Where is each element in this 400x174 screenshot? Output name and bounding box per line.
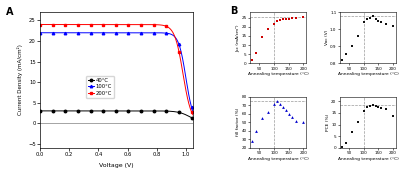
Point	[282, 18, 289, 21]
40°C	[192, 118, 196, 120]
Point	[378, 107, 384, 110]
40°C	[167, 110, 172, 112]
200°C	[132, 23, 136, 26]
Point	[253, 129, 260, 132]
200°C	[112, 23, 117, 26]
X-axis label: Annealing temperature (°C): Annealing temperature (°C)	[338, 72, 398, 76]
Point	[288, 17, 295, 19]
Legend: 40°C, 100°C, 200°C: 40°C, 100°C, 200°C	[86, 76, 114, 98]
100°C	[132, 32, 136, 34]
X-axis label: Annealing temperature (°C): Annealing temperature (°C)	[338, 157, 398, 161]
Point	[300, 121, 306, 124]
Point	[277, 18, 283, 21]
Point	[282, 109, 289, 112]
Point	[343, 142, 350, 145]
Point	[375, 106, 382, 109]
100°C	[123, 32, 128, 34]
100°C	[167, 33, 172, 35]
Point	[274, 100, 280, 102]
Point	[372, 105, 379, 107]
Point	[372, 18, 379, 20]
Point	[355, 35, 361, 37]
Point	[364, 18, 370, 20]
100°C	[38, 32, 42, 34]
X-axis label: Annealing temperature (°C): Annealing temperature (°C)	[248, 157, 308, 161]
200°C	[195, 119, 200, 121]
Point	[378, 21, 384, 24]
Y-axis label: Voc (V): Voc (V)	[324, 30, 328, 45]
Point	[349, 45, 355, 48]
Point	[293, 119, 299, 122]
Line: 100°C: 100°C	[39, 31, 199, 121]
Line: 200°C: 200°C	[39, 23, 199, 122]
40°C	[112, 110, 117, 112]
Point	[293, 17, 299, 19]
100°C	[195, 119, 200, 121]
Point	[280, 106, 286, 108]
100°C	[192, 113, 196, 115]
Y-axis label: Current Density (mA/cm²): Current Density (mA/cm²)	[16, 45, 22, 116]
Point	[349, 130, 355, 133]
Point	[382, 23, 389, 26]
X-axis label: Voltage (V): Voltage (V)	[99, 163, 134, 168]
Point	[366, 104, 373, 107]
Point	[370, 15, 376, 18]
Point	[390, 115, 396, 118]
200°C	[167, 27, 172, 29]
Text: B: B	[230, 6, 238, 16]
Point	[382, 108, 389, 111]
Point	[265, 111, 271, 113]
200°C	[38, 23, 42, 26]
Point	[265, 27, 271, 30]
Point	[390, 24, 396, 27]
Point	[259, 117, 266, 119]
Point	[259, 35, 266, 38]
Point	[361, 21, 367, 24]
Point	[375, 19, 382, 22]
Point	[286, 112, 292, 115]
Point	[271, 102, 277, 105]
Y-axis label: Jsc (mA/cm²): Jsc (mA/cm²)	[236, 24, 240, 52]
40°C	[123, 110, 128, 112]
Point	[280, 18, 286, 21]
Point	[253, 52, 260, 55]
Point	[277, 102, 283, 105]
40°C	[114, 110, 118, 112]
Point	[274, 20, 280, 23]
Point	[300, 16, 306, 19]
X-axis label: Annealing temperature (°C): Annealing temperature (°C)	[248, 72, 308, 76]
40°C	[195, 119, 200, 121]
Point	[249, 58, 255, 61]
200°C	[123, 23, 128, 26]
Point	[343, 53, 350, 55]
Point	[355, 121, 361, 124]
Point	[286, 17, 292, 20]
200°C	[114, 23, 118, 26]
Point	[364, 106, 370, 109]
Text: A: A	[6, 7, 14, 17]
Point	[339, 59, 345, 61]
Point	[249, 140, 255, 143]
Line: 40°C: 40°C	[39, 110, 199, 122]
Y-axis label: PCE (%): PCE (%)	[326, 114, 330, 131]
Point	[271, 23, 277, 25]
Point	[288, 116, 295, 118]
Point	[339, 145, 345, 148]
100°C	[112, 32, 117, 34]
Y-axis label: fill factor (%): fill factor (%)	[236, 108, 240, 136]
40°C	[38, 110, 42, 112]
40°C	[132, 110, 136, 112]
Point	[370, 103, 376, 106]
Point	[361, 109, 367, 112]
Point	[366, 17, 373, 19]
100°C	[114, 32, 118, 34]
200°C	[192, 115, 196, 117]
